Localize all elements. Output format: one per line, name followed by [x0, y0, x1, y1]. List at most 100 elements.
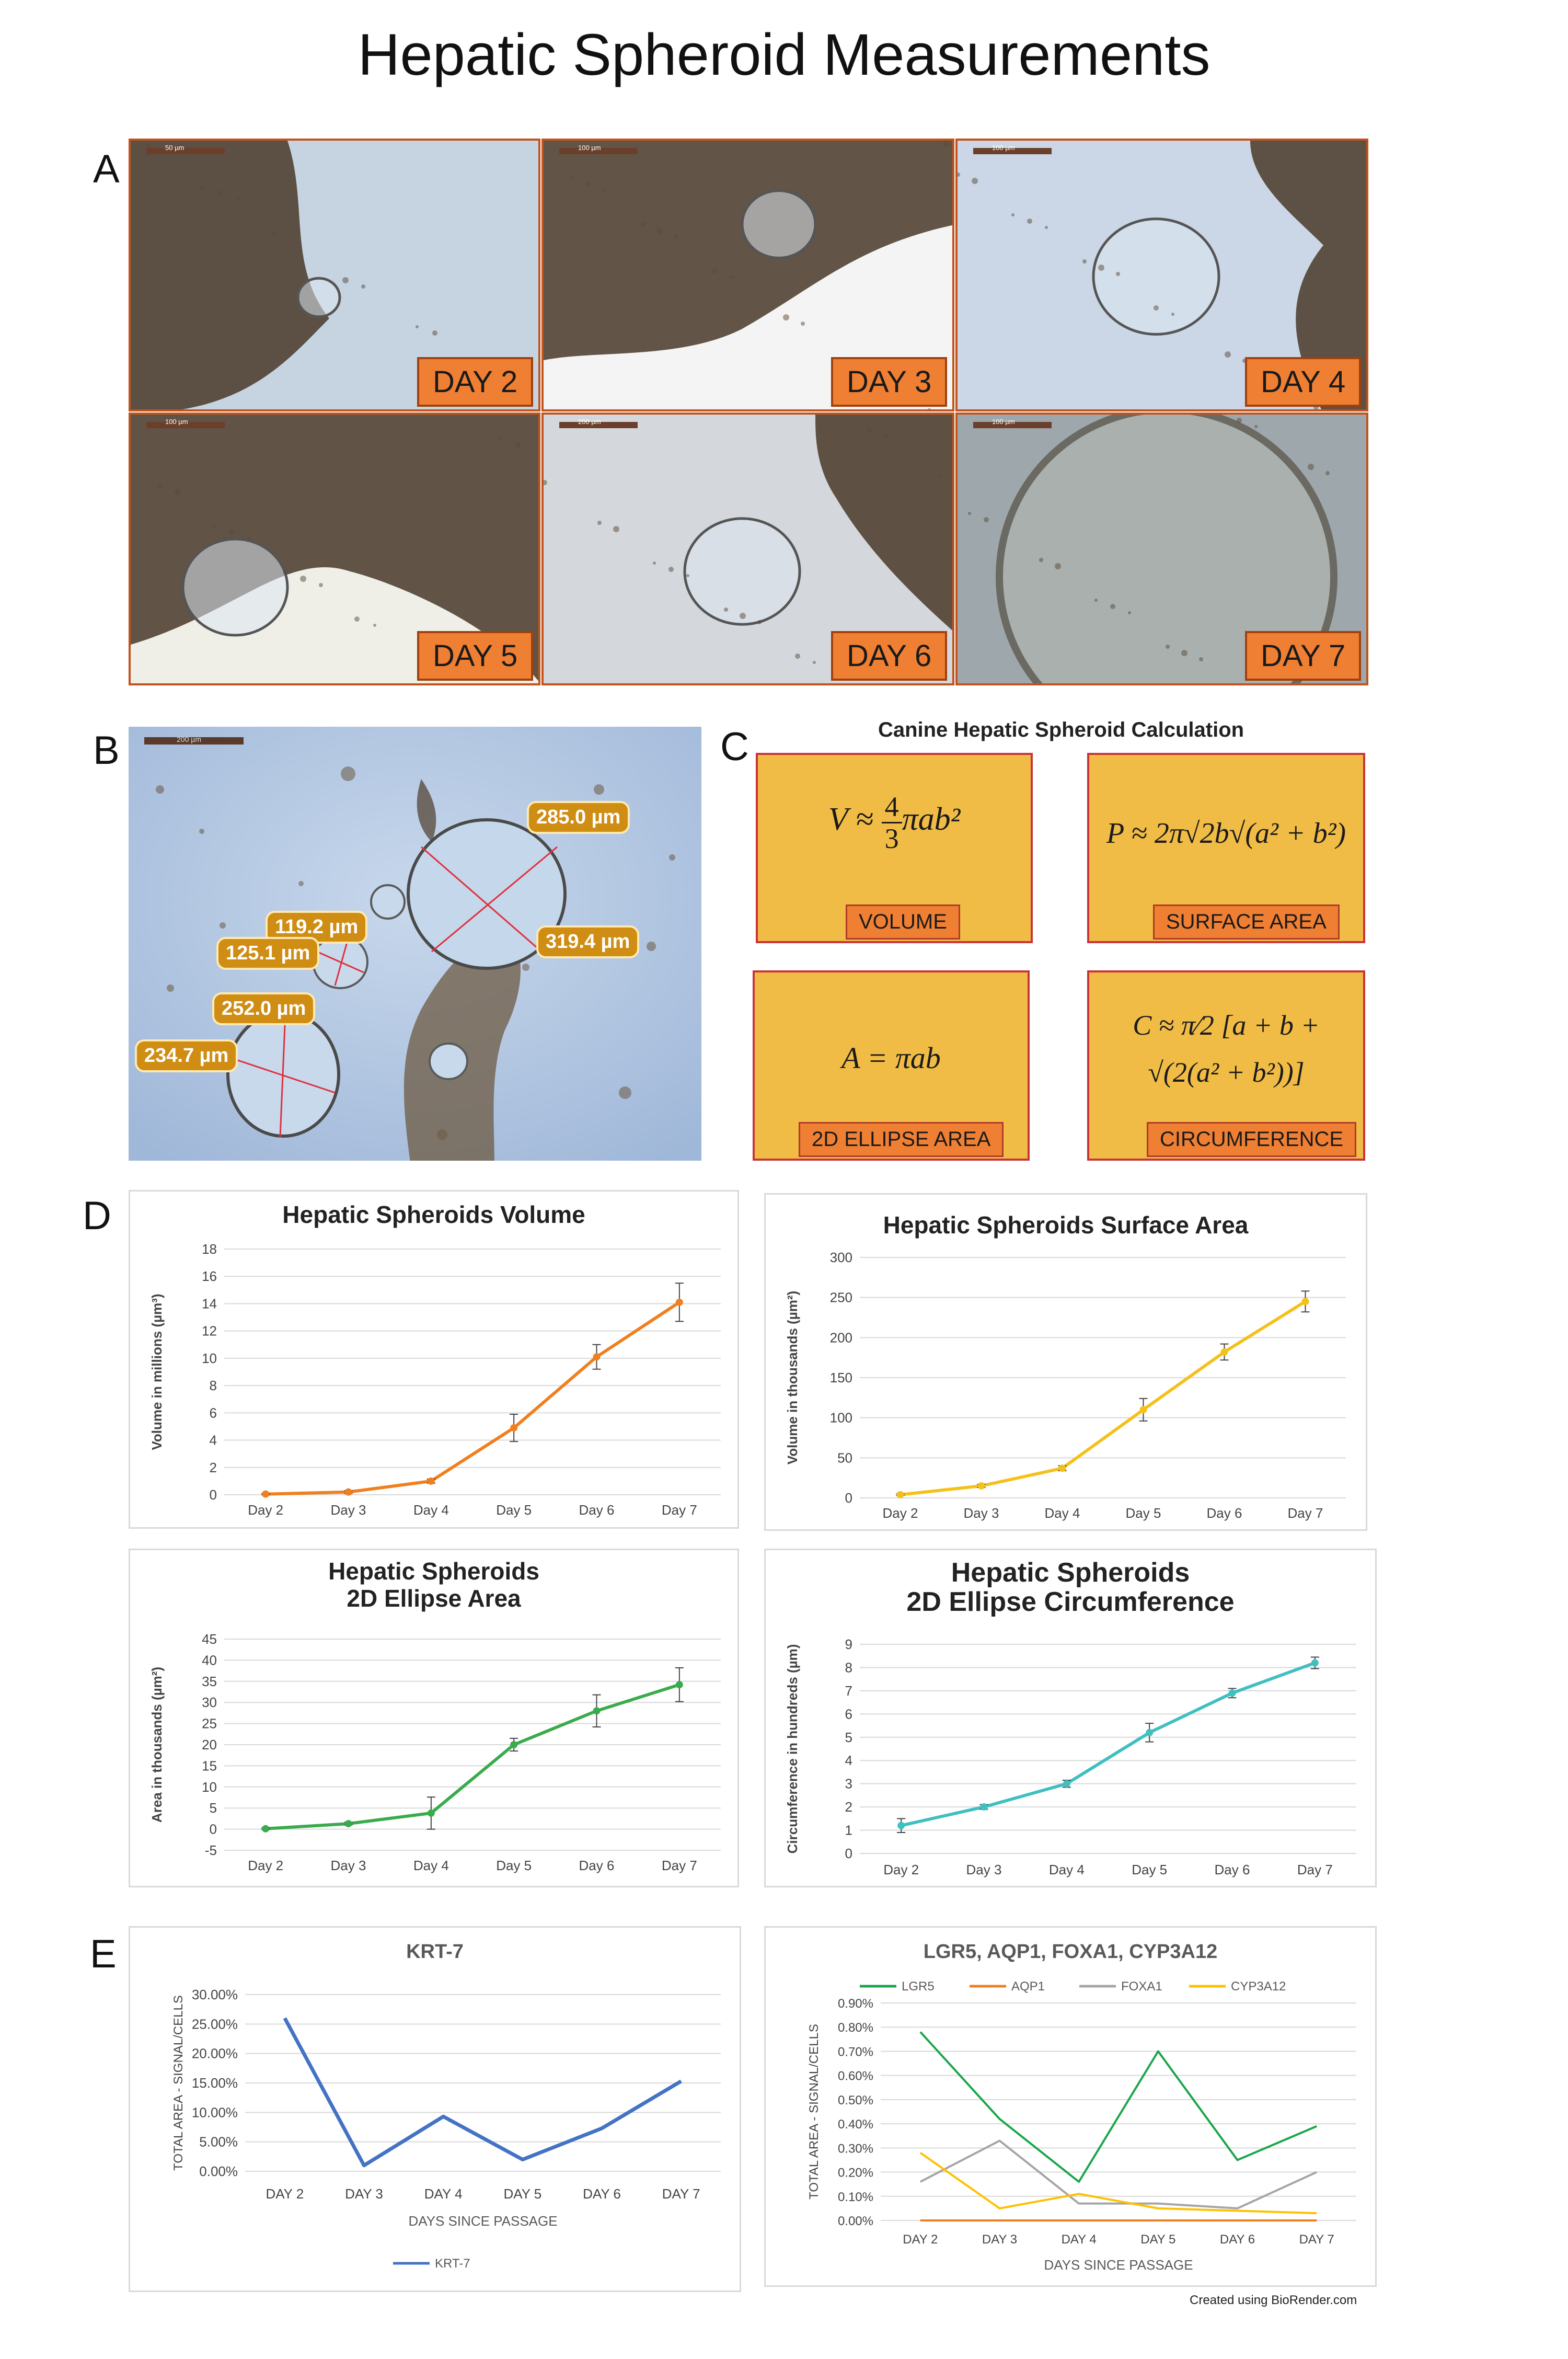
debris-particle — [1199, 657, 1203, 661]
y-tick-label: 6 — [210, 1405, 217, 1421]
y-tick-label: 30.00% — [192, 1987, 238, 2002]
data-point — [1311, 1659, 1319, 1667]
formula-label-volume: VOLUME — [846, 904, 960, 940]
spheroid — [1092, 217, 1220, 336]
x-tick-label: DAY 3 — [982, 2232, 1017, 2247]
debris-particle — [200, 185, 204, 189]
panel-a-micrographs: 50 µm DAY 2 100 µm DAY 3 100 µm DAY 4 100 µm DA… — [129, 139, 1368, 685]
x-tick-label: Day 4 — [1045, 1505, 1080, 1521]
debris-particle — [416, 325, 419, 328]
y-tick-label: 20.00% — [192, 2046, 238, 2062]
x-tick-label: Day 6 — [579, 1502, 615, 1518]
y-tick-label: 0 — [210, 1487, 217, 1503]
debris-particle — [1181, 650, 1187, 656]
data-point — [1139, 1406, 1147, 1414]
debris-particle — [968, 512, 971, 515]
micrograph-image — [544, 415, 952, 683]
y-tick-label: 9 — [845, 1636, 852, 1652]
x-tick-label: Day 4 — [413, 1502, 449, 1518]
spheroid — [296, 277, 341, 318]
y-tick-label: 6 — [845, 1706, 852, 1722]
debris-particle — [1116, 272, 1120, 276]
debris-particle — [499, 438, 502, 441]
legend-label: AQP1 — [1011, 1979, 1045, 1994]
debris-particle — [795, 654, 800, 659]
scale-bar — [146, 148, 225, 154]
chart-title: Hepatic Spheroids — [328, 1558, 539, 1585]
debris-particle — [783, 314, 789, 320]
x-tick-label: Day 3 — [331, 1858, 366, 1873]
series-line — [919, 2031, 1317, 2183]
debris-particle — [158, 484, 162, 488]
debris-particle — [131, 141, 132, 142]
data-point — [1228, 1689, 1236, 1697]
data-point — [897, 1822, 905, 1829]
debris-particle — [939, 475, 942, 478]
chart-title: 2D Ellipse Circumference — [906, 1587, 1234, 1617]
debris-particle — [1128, 611, 1131, 614]
x-tick-label: DAY 6 — [1220, 2232, 1255, 2247]
debris-particle — [283, 570, 287, 575]
data-point — [344, 1820, 352, 1828]
debris-particle — [236, 198, 240, 202]
x-tick-label: DAY 3 — [345, 2186, 383, 2202]
y-tick-label: 50 — [837, 1450, 852, 1465]
y-tick-label: 200 — [830, 1330, 852, 1345]
y-tick-label: 7 — [845, 1683, 852, 1699]
debris-particle — [866, 427, 872, 433]
debris-particle — [668, 567, 674, 572]
circumference-chart: Hepatic Spheroids 2D Ellipse Circumferenc… — [764, 1549, 1377, 1887]
y-tick-label: 0.90% — [838, 1997, 873, 2011]
measurement-label: 319.4 µm — [536, 925, 640, 958]
y-axis-label: Volume in thousands (µm²) — [785, 1291, 800, 1464]
day-label: DAY 7 — [1245, 631, 1362, 681]
debris-particle — [229, 530, 234, 535]
y-tick-label: 10 — [202, 1779, 217, 1795]
debris-particle — [1225, 351, 1231, 358]
micrograph-tile — [129, 413, 540, 685]
y-tick-label: 250 — [830, 1290, 852, 1306]
y-tick-label: 5.00% — [199, 2134, 238, 2150]
x-tick-label: Day 2 — [248, 1502, 283, 1518]
data-point — [675, 1681, 683, 1689]
y-tick-label: 25.00% — [192, 2016, 238, 2032]
x-tick-label: Day 3 — [966, 1862, 1002, 1877]
data-point — [510, 1424, 518, 1432]
debris-particle — [290, 238, 293, 242]
x-axis-label: DAYS SINCE PASSAGE — [408, 2213, 557, 2229]
debris-particle — [597, 521, 602, 525]
data-point — [427, 1477, 435, 1485]
series-line — [265, 1683, 680, 1830]
y-tick-label: 0.80% — [838, 2021, 873, 2035]
legend-label: CYP3A12 — [1231, 1979, 1286, 1994]
debris-particle — [674, 235, 678, 239]
series-line — [900, 1300, 1307, 1496]
y-tick-label: 15 — [202, 1758, 217, 1773]
day-label: DAY 3 — [831, 357, 948, 407]
y-tick-label: 15.00% — [192, 2075, 238, 2091]
debris-particle — [1166, 645, 1170, 649]
data-point — [262, 1825, 270, 1833]
x-tick-label: Day 5 — [496, 1502, 532, 1518]
debris-particle — [373, 624, 376, 627]
debris-particle — [1110, 604, 1115, 609]
x-tick-label: Day 4 — [413, 1858, 449, 1873]
y-tick-label: 8 — [845, 1659, 852, 1675]
data-point — [510, 1741, 518, 1748]
panel-letter-e: E — [90, 1932, 117, 1976]
y-tick-label: 25 — [202, 1716, 217, 1732]
biorender-credit: Created using BioRender.com — [1190, 2293, 1357, 2307]
ellipse-area-chart: Hepatic Spheroids 2D Ellipse Area -5 0 5 10 15… — [129, 1549, 739, 1887]
y-tick-label: 14 — [202, 1296, 217, 1311]
scale-bar — [559, 422, 638, 428]
data-point — [427, 1809, 435, 1817]
debris-particle — [1094, 599, 1098, 602]
x-tick-label: Day 7 — [662, 1502, 697, 1518]
data-point — [1301, 1298, 1309, 1306]
measurement-label: 234.7 µm — [135, 1039, 238, 1072]
micrograph-scale-text: 50 µm — [165, 144, 185, 152]
y-tick-label: 0 — [845, 1490, 852, 1506]
tissue-mass — [815, 415, 952, 631]
debris-particle — [217, 190, 223, 197]
measurement-label: 285.0 µm — [527, 801, 630, 834]
